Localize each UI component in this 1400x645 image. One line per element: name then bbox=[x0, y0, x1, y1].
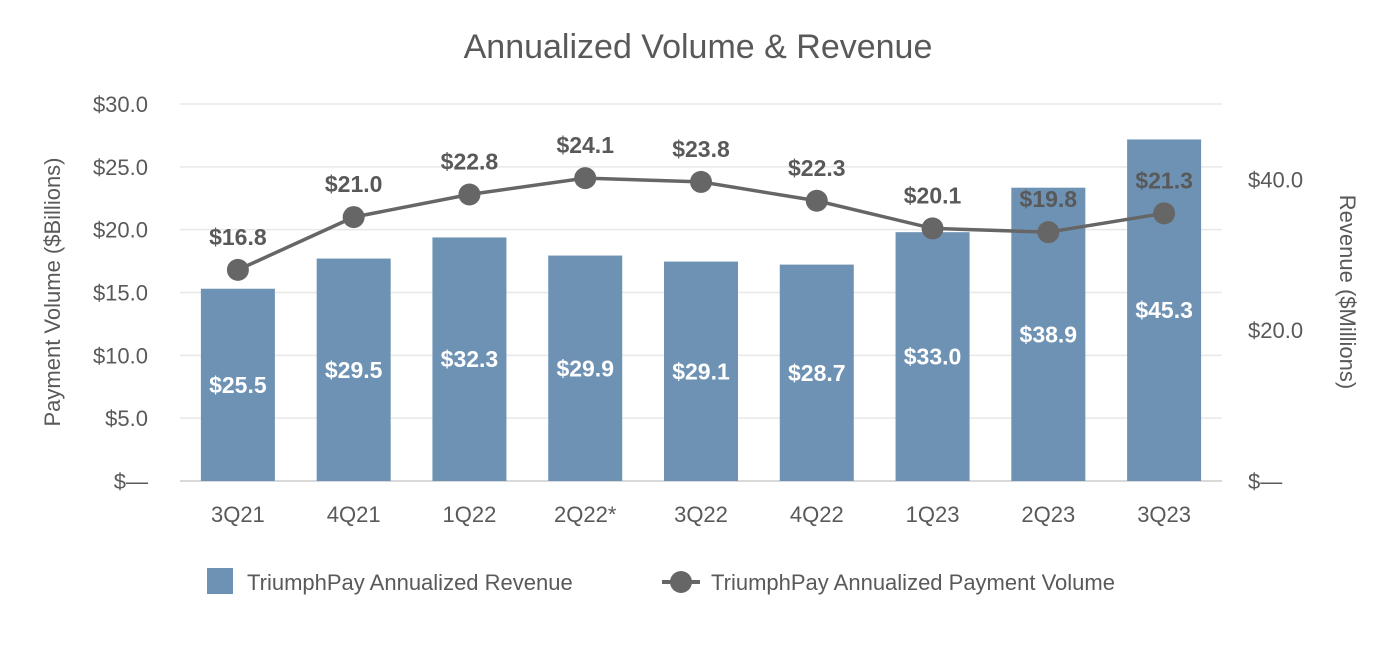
y-axis-right-label: Revenue ($Millions) bbox=[1335, 195, 1360, 389]
x-tick-label: 4Q22 bbox=[790, 502, 844, 527]
line-point bbox=[1153, 202, 1176, 225]
y-right-tick-label: $20.0 bbox=[1248, 318, 1303, 343]
bar-revenue bbox=[316, 258, 391, 481]
line-point bbox=[690, 170, 712, 193]
bar-revenue bbox=[200, 288, 275, 481]
bar-data-label: $25.5 bbox=[209, 372, 267, 398]
y-left-tick-label: $15.0 bbox=[93, 281, 148, 306]
line-data-label: $22.3 bbox=[788, 155, 846, 181]
legend-label-revenue: TriumphPay Annualized Revenue bbox=[247, 570, 573, 595]
chart-title: Annualized Volume & Revenue bbox=[464, 28, 933, 66]
line-data-label: $22.8 bbox=[441, 148, 499, 174]
line-point bbox=[574, 167, 597, 190]
line-point bbox=[458, 183, 481, 206]
bar-revenue bbox=[432, 237, 507, 481]
x-tick-label: 2Q22* bbox=[554, 502, 617, 527]
x-tick-label: 3Q22 bbox=[674, 502, 728, 527]
legend-marker-volume bbox=[670, 571, 692, 593]
bar-data-label: $28.7 bbox=[788, 360, 846, 386]
line-point bbox=[342, 206, 365, 229]
bar-data-label: $29.9 bbox=[556, 355, 614, 381]
legend-swatch-revenue bbox=[207, 568, 233, 594]
y-left-tick-label: $10.0 bbox=[93, 343, 148, 368]
y-axis-left-label: Payment Volume ($Billions) bbox=[40, 157, 65, 426]
line-point bbox=[1037, 221, 1060, 244]
line-data-label: $23.8 bbox=[672, 136, 730, 162]
y-left-tick-label: $20.0 bbox=[93, 218, 148, 243]
line-point bbox=[805, 189, 828, 212]
y-left-tick-label: $25.0 bbox=[93, 155, 148, 180]
y-right-tick-label: $— bbox=[1248, 469, 1282, 494]
bar-data-label: $45.3 bbox=[1135, 297, 1193, 323]
line-data-label: $21.3 bbox=[1135, 167, 1193, 193]
x-tick-label: 3Q23 bbox=[1137, 502, 1191, 527]
x-tick-label: 1Q22 bbox=[443, 502, 497, 527]
bar-data-label: $38.9 bbox=[1020, 321, 1078, 347]
line-data-label: $19.8 bbox=[1020, 186, 1078, 212]
bar-revenue bbox=[895, 232, 970, 481]
y-right-tick-label: $40.0 bbox=[1248, 167, 1303, 192]
x-tick-label: 3Q21 bbox=[211, 502, 265, 527]
x-tick-label: 1Q23 bbox=[906, 502, 960, 527]
line-data-label: $24.1 bbox=[556, 132, 614, 158]
x-tick-label: 2Q23 bbox=[1021, 502, 1075, 527]
y-left-tick-label: $— bbox=[114, 469, 148, 494]
y-left-tick-label: $30.0 bbox=[93, 92, 148, 117]
bar-revenue bbox=[779, 264, 854, 481]
legend: TriumphPay Annualized Revenue TriumphPay… bbox=[207, 568, 1115, 595]
bar-data-label: $29.1 bbox=[672, 358, 730, 384]
y-left-tick-label: $5.0 bbox=[105, 406, 148, 431]
bar-data-label: $32.3 bbox=[441, 346, 499, 372]
bar-revenue bbox=[548, 255, 623, 481]
bar-revenue bbox=[1127, 139, 1202, 482]
bar-data-label: $33.0 bbox=[904, 344, 962, 370]
line-data-label: $21.0 bbox=[325, 171, 383, 197]
line-data-label: $20.1 bbox=[904, 182, 962, 208]
bar-data-label: $29.5 bbox=[325, 357, 383, 383]
bar-revenue bbox=[664, 261, 738, 481]
x-tick-label: 4Q21 bbox=[327, 502, 381, 527]
line-point bbox=[226, 258, 249, 281]
line-point bbox=[921, 217, 944, 240]
legend-label-volume: TriumphPay Annualized Payment Volume bbox=[711, 570, 1115, 595]
line-data-label: $16.8 bbox=[209, 224, 267, 250]
